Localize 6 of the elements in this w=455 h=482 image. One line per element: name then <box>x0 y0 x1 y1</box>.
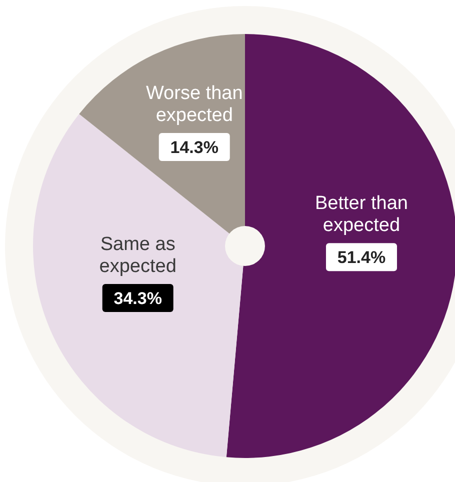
slice-label: Worse than expected <box>146 82 243 126</box>
data-label: 34.3% <box>114 288 162 308</box>
slice-label: Same as expected <box>99 234 176 277</box>
data-label: 14.3% <box>170 138 218 157</box>
data-label: 51.4% <box>337 248 386 268</box>
slice-label: Better than expected <box>315 193 408 236</box>
